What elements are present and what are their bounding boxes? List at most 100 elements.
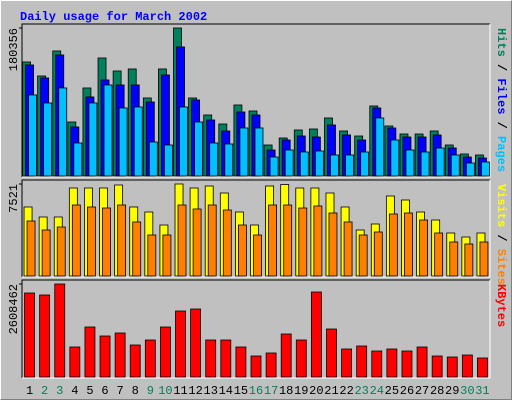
bar [162, 234, 172, 277]
bar [341, 348, 352, 378]
bar [269, 156, 279, 177]
bar [103, 84, 113, 177]
x-tick-label: 15 [234, 384, 248, 398]
plot-border [21, 279, 490, 378]
bar [222, 209, 232, 277]
x-tick-label: 11 [173, 384, 187, 398]
bar [160, 326, 171, 378]
bar [477, 357, 488, 378]
bar [446, 356, 458, 378]
x-tick-label: 20 [309, 384, 323, 398]
bar [405, 149, 415, 177]
bar [209, 142, 219, 177]
x-tick-label: 6 [101, 384, 108, 398]
bar [205, 339, 217, 378]
bar [87, 206, 96, 277]
bar [69, 346, 81, 378]
x-tick-label: 4 [71, 384, 78, 398]
x-tick-label: 8 [132, 384, 139, 398]
x-tick-label: 2 [41, 384, 48, 398]
x-tick-label: 5 [86, 384, 93, 398]
bar [118, 107, 128, 177]
legend-entry: Files [494, 78, 508, 114]
bar [420, 151, 430, 177]
bar [360, 151, 370, 177]
bar [435, 147, 445, 177]
bar [373, 231, 383, 277]
legend: Visits / Sites [494, 184, 508, 285]
bar [194, 121, 204, 177]
bar [26, 220, 36, 277]
bar [295, 339, 307, 378]
bar [356, 345, 368, 378]
bar [207, 204, 217, 277]
bar [449, 241, 459, 277]
bar [24, 292, 35, 378]
legend: Hits / Files / Pages [494, 28, 508, 172]
x-tick-label: 19 [294, 384, 308, 398]
bar [39, 294, 51, 378]
bar [479, 241, 489, 277]
bar [175, 310, 186, 378]
bar [326, 328, 337, 378]
bar [328, 212, 338, 277]
legend-separator: / [494, 114, 508, 136]
bar [54, 283, 66, 378]
bar [464, 243, 474, 277]
bar [268, 204, 277, 277]
x-tick-label: 13 [204, 384, 218, 398]
x-tick-label: 31 [475, 384, 489, 398]
x-tick-label: 1 [26, 384, 33, 398]
x-tick-label: 3 [56, 384, 63, 398]
x-tick-label: 16 [249, 384, 263, 398]
bar [431, 355, 443, 378]
x-tick-label: 22 [339, 384, 353, 398]
bar [250, 355, 262, 378]
bar [358, 234, 368, 277]
bar [235, 346, 247, 378]
x-tick-label: 24 [370, 384, 384, 398]
bar [164, 144, 173, 177]
bar [102, 207, 111, 277]
bar [465, 162, 475, 177]
bar [177, 204, 187, 277]
bar [375, 117, 385, 177]
bar [147, 234, 157, 277]
bar [371, 350, 383, 378]
x-tick-label: 18 [279, 384, 293, 398]
bar [310, 291, 322, 378]
bar [314, 150, 324, 177]
bar [390, 139, 400, 177]
plot-border [21, 179, 490, 277]
legend-separator: / [494, 57, 508, 79]
x-tick-label: 21 [324, 384, 338, 398]
plot-border-light [22, 180, 491, 278]
legend-separator: / [494, 227, 508, 249]
bar [192, 208, 202, 277]
bar [401, 350, 413, 378]
bar [450, 154, 460, 177]
legend-entry: Hits [494, 28, 508, 57]
bar [481, 161, 490, 177]
bar [238, 224, 247, 277]
x-tick-label: 17 [264, 384, 278, 398]
bar [73, 142, 83, 177]
bar [117, 204, 127, 277]
bar [416, 346, 428, 378]
bar [404, 212, 413, 277]
plot-border [21, 23, 490, 177]
bar [114, 332, 126, 378]
bar [345, 154, 354, 177]
x-tick-label: 28 [430, 384, 444, 398]
bar [144, 339, 156, 378]
bar [148, 141, 158, 177]
plot-border-light [22, 24, 491, 178]
bar [28, 94, 37, 177]
y-tick-label: 2608462 [7, 284, 21, 334]
chart-title: Daily usage for March 2002 [20, 10, 207, 24]
x-tick-label: 30 [460, 384, 474, 398]
bar [388, 213, 398, 277]
bar [220, 339, 232, 378]
bar [330, 154, 339, 177]
